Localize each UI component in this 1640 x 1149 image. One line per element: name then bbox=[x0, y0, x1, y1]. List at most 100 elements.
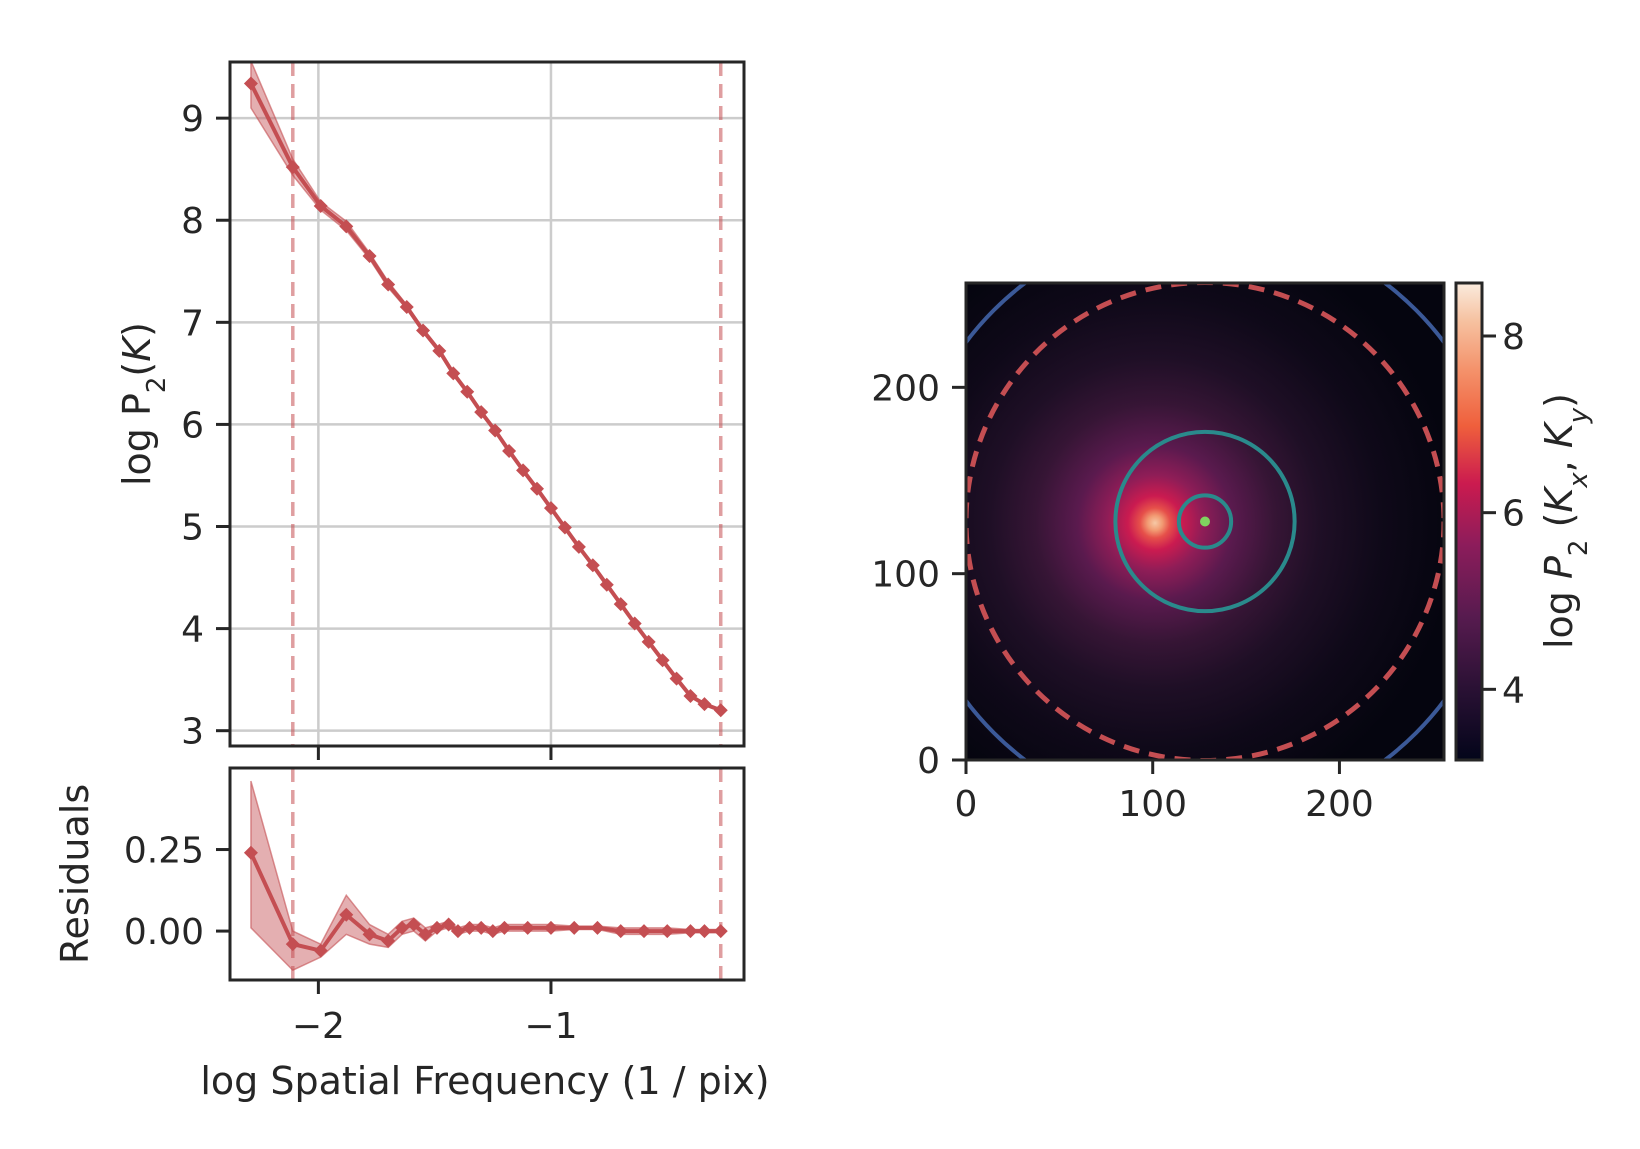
residuals-xlabel: log Spatial Frequency (1 / pix) bbox=[200, 1059, 769, 1103]
colorbar-frame bbox=[1454, 281, 1484, 762]
spectrum-x-ticks bbox=[316, 746, 553, 760]
heatmap-x-ticks: 0 100 200 bbox=[955, 760, 1374, 825]
center-dot bbox=[1200, 516, 1210, 527]
residuals-line bbox=[249, 851, 721, 953]
heatmap-frame bbox=[964, 281, 1446, 762]
data-point-8 bbox=[432, 343, 447, 358]
y-tick-label-0: 3 bbox=[181, 712, 204, 753]
spectrum-panel: 3 4 5 6 7 8 9 log P2(K) bbox=[115, 60, 746, 760]
error-band bbox=[250, 780, 722, 972]
data-point-11 bbox=[474, 405, 489, 420]
data-point-2 bbox=[313, 198, 328, 213]
heat-y-tick-label-0: 0 bbox=[917, 741, 940, 782]
data-point-21 bbox=[613, 597, 628, 612]
data-point-6 bbox=[399, 300, 414, 315]
residuals-error-band bbox=[250, 780, 722, 972]
data-point-22 bbox=[627, 616, 642, 631]
data-point-0 bbox=[243, 76, 258, 91]
heat-x-tick-label-2: 200 bbox=[1305, 784, 1374, 825]
spectrum-error-band bbox=[250, 62, 722, 713]
data-point-2 bbox=[313, 943, 328, 958]
y-tick-label-1: 4 bbox=[181, 610, 204, 651]
residuals-frame bbox=[228, 766, 746, 982]
y-tick-label-0: 0.00 bbox=[124, 912, 204, 953]
series-line bbox=[249, 851, 721, 953]
data-point-24 bbox=[697, 924, 712, 939]
data-point-12 bbox=[462, 920, 477, 935]
data-point-25 bbox=[669, 671, 684, 686]
data-point-28 bbox=[713, 703, 728, 718]
spectrum-ylabel: log P2(K) bbox=[115, 322, 172, 486]
heatmap-panel: 0 100 200 0 100 200 bbox=[871, 281, 1446, 825]
y-tick-label-3: 6 bbox=[181, 405, 204, 446]
data-point-6 bbox=[395, 920, 410, 935]
data-point-16 bbox=[543, 501, 558, 516]
y-tick-label-6: 9 bbox=[181, 99, 204, 140]
heat-y-tick-label-1: 100 bbox=[871, 555, 940, 596]
heatmap-annuli bbox=[966, 283, 1444, 760]
y-tick-label-5: 8 bbox=[181, 201, 204, 242]
spectrum-frame bbox=[228, 60, 746, 748]
data-point-18 bbox=[571, 539, 586, 554]
spectrum-y-ticks: 3 4 5 6 7 8 9 bbox=[181, 99, 230, 753]
data-point-5 bbox=[381, 277, 396, 292]
data-point-1 bbox=[285, 160, 300, 175]
data-point-15 bbox=[530, 481, 545, 496]
colorbar-tick-label-1: 6 bbox=[1502, 494, 1525, 535]
heat-x-tick-label-0: 0 bbox=[955, 784, 978, 825]
data-point-9 bbox=[429, 920, 444, 935]
y-tick-label-1: 0.25 bbox=[124, 831, 204, 872]
residuals-fit-limits bbox=[291, 768, 723, 980]
data-point-4 bbox=[362, 927, 377, 942]
data-point-21 bbox=[636, 924, 651, 939]
colorbar-tick-label-2: 8 bbox=[1502, 317, 1525, 358]
residuals-points bbox=[243, 845, 728, 958]
data-point-19 bbox=[590, 920, 605, 935]
x-tick-label-1: −1 bbox=[524, 1006, 577, 1047]
heat-y-tick-label-2: 200 bbox=[871, 368, 940, 409]
spectrum-fit-limits bbox=[291, 62, 723, 746]
data-point-13 bbox=[502, 443, 517, 458]
residuals-x-ticks: −2 −1 bbox=[292, 980, 577, 1047]
data-point-22 bbox=[660, 924, 675, 939]
data-point-3 bbox=[339, 907, 354, 922]
data-point-19 bbox=[585, 558, 600, 573]
data-point-14 bbox=[485, 924, 500, 939]
data-point-0 bbox=[243, 845, 258, 860]
spectrum-grid bbox=[230, 62, 744, 746]
colorbar-label: log P2 (Kx, Ky) bbox=[1537, 393, 1594, 649]
y-tick-label-4: 7 bbox=[181, 303, 204, 344]
y-tick-label-2: 5 bbox=[181, 508, 204, 549]
data-point-1 bbox=[285, 937, 300, 952]
data-point-4 bbox=[362, 248, 377, 263]
data-point-26 bbox=[683, 688, 698, 703]
error-band bbox=[250, 62, 722, 713]
data-point-23 bbox=[641, 634, 656, 649]
series-line bbox=[249, 82, 722, 713]
data-point-24 bbox=[655, 653, 670, 668]
data-point-18 bbox=[567, 920, 582, 935]
data-point-7 bbox=[406, 917, 421, 932]
colorbar-gradient bbox=[1456, 283, 1482, 760]
x-tick-label-0: −2 bbox=[292, 1006, 345, 1047]
spectrum-line bbox=[249, 82, 722, 713]
data-point-16 bbox=[520, 920, 535, 935]
heat-x-tick-label-1: 100 bbox=[1118, 784, 1187, 825]
data-point-27 bbox=[697, 697, 712, 712]
data-point-7 bbox=[416, 323, 431, 338]
spectrum-points bbox=[243, 76, 728, 718]
data-point-12 bbox=[488, 423, 503, 438]
data-point-15 bbox=[497, 920, 512, 935]
data-point-17 bbox=[557, 520, 572, 535]
colorbar: 4 6 8 log P2 (Kx, Ky) bbox=[1454, 281, 1594, 762]
data-point-3 bbox=[339, 219, 354, 234]
annulus-circle-1 bbox=[1176, 493, 1234, 550]
data-point-17 bbox=[543, 920, 558, 935]
data-point-23 bbox=[683, 924, 698, 939]
annulus-circle-2 bbox=[1113, 429, 1297, 614]
residuals-y-ticks: 0.00 0.25 bbox=[124, 831, 230, 953]
colorbar-ticks: 4 6 8 bbox=[1482, 317, 1525, 711]
data-point-13 bbox=[474, 920, 489, 935]
data-point-20 bbox=[613, 924, 628, 939]
